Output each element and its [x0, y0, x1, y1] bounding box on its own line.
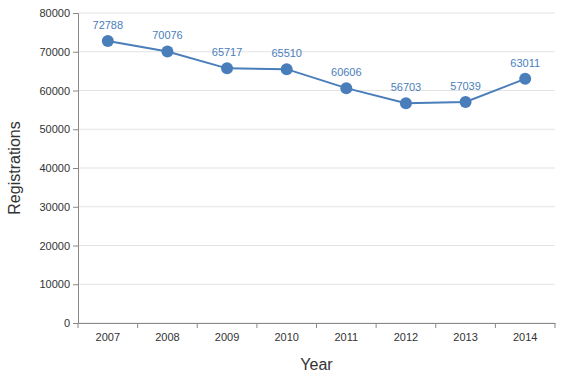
x-divider: [316, 323, 317, 328]
y-tick: 70000: [39, 46, 78, 58]
x-tick-label: 2008: [155, 331, 179, 343]
y-axis: 0 10000 20000 30000 40000 50000 60000 70000 8000…: [39, 7, 78, 329]
x-divider: [495, 323, 496, 328]
y-tick-label: 20000: [39, 240, 70, 252]
y-tick-mark: [73, 284, 78, 285]
x-tick: 2010: [274, 323, 298, 343]
y-tick-mark: [73, 323, 78, 324]
x-tick: 2007: [96, 323, 120, 343]
x-tick: 2008: [155, 323, 179, 343]
y-tick: 80000: [39, 7, 78, 19]
y-tick-mark: [73, 246, 78, 247]
y-tick-mark: [73, 91, 78, 92]
x-divider: [376, 323, 377, 328]
grid-line: [78, 168, 555, 169]
y-tick-mark: [73, 52, 78, 53]
x-divider: [197, 323, 198, 328]
data-labels: 72788 70076 65717 65510 60606 56703 57039 63011: [93, 19, 541, 93]
data-label: 56703: [391, 81, 422, 93]
y-tick-label: 80000: [39, 7, 70, 19]
y-tick-mark: [73, 13, 78, 14]
grid-line: [78, 129, 555, 130]
x-divider: [137, 323, 138, 328]
x-dividers: [78, 323, 555, 328]
y-tick-label: 40000: [39, 162, 70, 174]
y-tick-mark: [73, 129, 78, 130]
grid-line: [78, 51, 555, 52]
x-tick: 2012: [394, 323, 418, 343]
data-label: 70076: [152, 29, 183, 41]
x-tick-label: 2012: [394, 331, 418, 343]
y-tick: 0: [64, 317, 78, 329]
x-divider: [256, 323, 257, 328]
x-tick: 2011: [334, 323, 358, 343]
data-label: 57039: [450, 80, 481, 92]
chart: 0 10000 20000 30000 40000 50000 60000 70000 8000…: [0, 0, 570, 380]
x-tick-label: 2011: [334, 331, 358, 343]
y-tick-label: 50000: [39, 123, 70, 135]
grid-line: [78, 90, 555, 91]
point: [221, 62, 233, 74]
point: [400, 97, 412, 109]
y-tick-label: 60000: [39, 85, 70, 97]
x-tick-label: 2013: [453, 331, 477, 343]
y-tick-label: 10000: [39, 278, 70, 290]
point: [519, 73, 531, 85]
x-tick: 2014: [513, 323, 537, 343]
y-tick: 40000: [39, 162, 78, 174]
y-tick: 10000: [39, 278, 78, 290]
y-tick-label: 0: [64, 317, 70, 329]
point: [340, 82, 352, 94]
x-tick: 2009: [215, 323, 239, 343]
x-axis-title: Year: [300, 356, 333, 373]
y-axis-title: Registrations: [6, 121, 23, 214]
y-tick-mark: [73, 207, 78, 208]
grid-line: [78, 13, 555, 14]
grid-line: [78, 206, 555, 207]
series-line: [108, 41, 525, 103]
y-tick-label: 70000: [39, 46, 70, 58]
x-divider: [78, 323, 79, 328]
point: [281, 63, 293, 75]
grid-line: [78, 284, 555, 285]
grid: [78, 13, 555, 323]
y-tick: 50000: [39, 123, 78, 135]
data-label: 72788: [93, 19, 124, 31]
point: [460, 96, 472, 108]
series: [102, 35, 531, 109]
x-tick: 2013: [453, 323, 477, 343]
grid-line: [78, 245, 555, 246]
data-label: 65510: [271, 47, 302, 59]
y-tick-label: 30000: [39, 201, 70, 213]
data-label: 60606: [331, 66, 362, 78]
y-tick: 60000: [39, 85, 78, 97]
point: [102, 35, 114, 47]
data-label: 65717: [212, 46, 243, 58]
point: [161, 45, 173, 57]
y-tick: 20000: [39, 240, 78, 252]
plot-area: 0 10000 20000 30000 40000 50000 60000 70000 8000…: [39, 7, 555, 343]
y-tick-mark: [73, 168, 78, 169]
y-tick: 30000: [39, 201, 78, 213]
x-divider: [555, 323, 556, 328]
x-axis: 2007 2008 2009 2010 2011 2012 2013 2014: [78, 323, 556, 343]
x-tick-label: 2010: [274, 331, 298, 343]
y-axis-line: [73, 14, 79, 324]
x-tick-label: 2007: [96, 331, 120, 343]
x-tick-label: 2009: [215, 331, 239, 343]
x-divider: [435, 323, 436, 328]
x-tick-label: 2014: [513, 331, 537, 343]
data-label: 63011: [510, 57, 540, 69]
